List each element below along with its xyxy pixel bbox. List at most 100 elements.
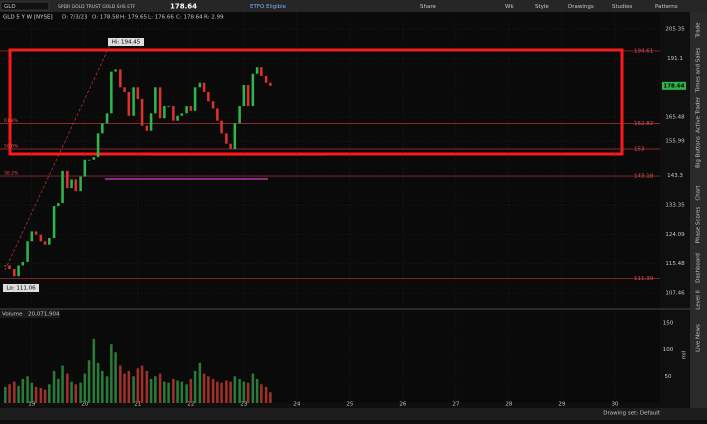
- volume-bar: [39, 388, 43, 403]
- candle: [8, 265, 11, 269]
- volume-bar: [21, 378, 25, 403]
- candle: [136, 87, 140, 99]
- ohlc-field: H: 179.65: [120, 15, 147, 21]
- side-tab[interactable]: Live News: [696, 324, 702, 352]
- candle: [114, 69, 117, 72]
- candle: [92, 157, 96, 160]
- volume-bar: [211, 378, 215, 403]
- badge[interactable]: ETFO Eligible: [250, 4, 287, 10]
- lo-box: [3, 284, 39, 292]
- volume-bar: [242, 381, 246, 403]
- candle: [66, 170, 69, 189]
- candle: [172, 106, 175, 121]
- candle: [13, 268, 16, 277]
- candle: [39, 234, 43, 242]
- volume-bar: [167, 382, 170, 403]
- volume-bar: [30, 382, 34, 403]
- candle: [57, 203, 60, 207]
- volume-tick-label: 100: [663, 347, 674, 353]
- volume-title-box: [0, 310, 60, 318]
- volume-bar: [136, 368, 140, 403]
- side-tab[interactable]: Chart: [696, 185, 702, 201]
- toolbar-button[interactable]: Studies: [612, 4, 633, 10]
- candle: [198, 82, 202, 88]
- candle: [149, 113, 153, 131]
- fib-pct: 38.2%: [4, 171, 19, 177]
- volume-bar: [149, 378, 153, 403]
- candle: [246, 85, 250, 107]
- toolbar-button[interactable]: Drawings: [568, 4, 594, 10]
- side-tab[interactable]: Dashboard: [696, 253, 702, 283]
- candle: [26, 241, 29, 262]
- candle: [176, 115, 179, 121]
- volume-bar: [70, 381, 73, 403]
- toolbar-button[interactable]: Share: [420, 4, 436, 10]
- toolbar-button[interactable]: Wk: [505, 4, 514, 10]
- volume-bar: [83, 373, 87, 403]
- volume-bar: [132, 376, 135, 403]
- candle: [229, 143, 232, 150]
- candle: [74, 179, 78, 192]
- lo-label: Lo: 111.06: [6, 286, 36, 292]
- volume-bar: [198, 362, 202, 403]
- y-tick-label: 115.48: [665, 261, 685, 267]
- candle: [17, 265, 20, 277]
- side-tab[interactable]: Active Trader: [696, 96, 702, 133]
- side-tab[interactable]: Phase Scores: [696, 207, 702, 244]
- y-tick-label: 124.09: [665, 232, 685, 238]
- volume-bar: [57, 378, 60, 403]
- x-tick-label: 28: [505, 402, 512, 408]
- candle: [167, 106, 170, 107]
- side-tab[interactable]: Level II: [696, 290, 702, 310]
- volume-unit: mil: [682, 350, 688, 359]
- candle: [225, 133, 228, 144]
- y-tick-label: 191.1: [667, 56, 683, 62]
- symbol-box[interactable]: [0, 1, 50, 11]
- candle: [242, 85, 246, 107]
- volume-bar: [87, 360, 91, 403]
- volume-bar: [255, 378, 259, 403]
- y-tick-label: 155.99: [665, 139, 685, 145]
- side-tab[interactable]: Times and Sales: [696, 47, 702, 93]
- volume-bar: [246, 382, 250, 403]
- volume-bar: [176, 380, 179, 403]
- candle: [238, 106, 241, 124]
- fib-label: 143.18: [634, 174, 654, 180]
- volume-bar: [52, 370, 56, 403]
- highlight-box: [8, 48, 624, 156]
- volume-bar: [229, 381, 232, 403]
- candle: [158, 87, 162, 119]
- drawing-set[interactable]: Drawing set: Default: [603, 411, 661, 417]
- candle: [83, 159, 87, 177]
- fib-pct: 61.8%: [4, 118, 19, 124]
- side-tab[interactable]: Trade: [696, 22, 702, 39]
- x-tick-label: 19: [28, 402, 35, 408]
- x-tick-label: 25: [346, 402, 353, 408]
- volume-bar: [13, 381, 16, 403]
- candle: [264, 76, 268, 83]
- tab-strip: [690, 12, 707, 408]
- price-pane: [0, 12, 660, 308]
- toolbar-button[interactable]: Style: [535, 4, 549, 10]
- y-tick-label: 205.35: [665, 27, 685, 33]
- side-tab[interactable]: Big Buttons: [696, 136, 702, 168]
- candle: [34, 231, 38, 235]
- description: SPDR GOLD TRUST GOLD SHS ETF: [58, 4, 136, 10]
- fib-label: 111.39: [634, 276, 654, 282]
- volume-bar: [119, 365, 122, 403]
- candle: [211, 101, 215, 109]
- volume-bar: [8, 384, 11, 403]
- ohlc-field: L: 176.66: [148, 15, 174, 21]
- x-tick-label: 26: [399, 402, 406, 408]
- volume-last: 20,071,904: [28, 312, 60, 318]
- candle: [216, 108, 219, 121]
- hi-label: Hi: 194.45: [112, 40, 141, 46]
- symbol[interactable]: GLD: [4, 4, 16, 10]
- candle: [119, 69, 122, 88]
- fib-label: 153: [634, 147, 645, 153]
- candle: [207, 91, 210, 102]
- volume-bar: [96, 362, 100, 403]
- volume-bar: [189, 378, 193, 403]
- toolbar-button[interactable]: Patterns: [655, 4, 678, 10]
- candle: [61, 170, 64, 204]
